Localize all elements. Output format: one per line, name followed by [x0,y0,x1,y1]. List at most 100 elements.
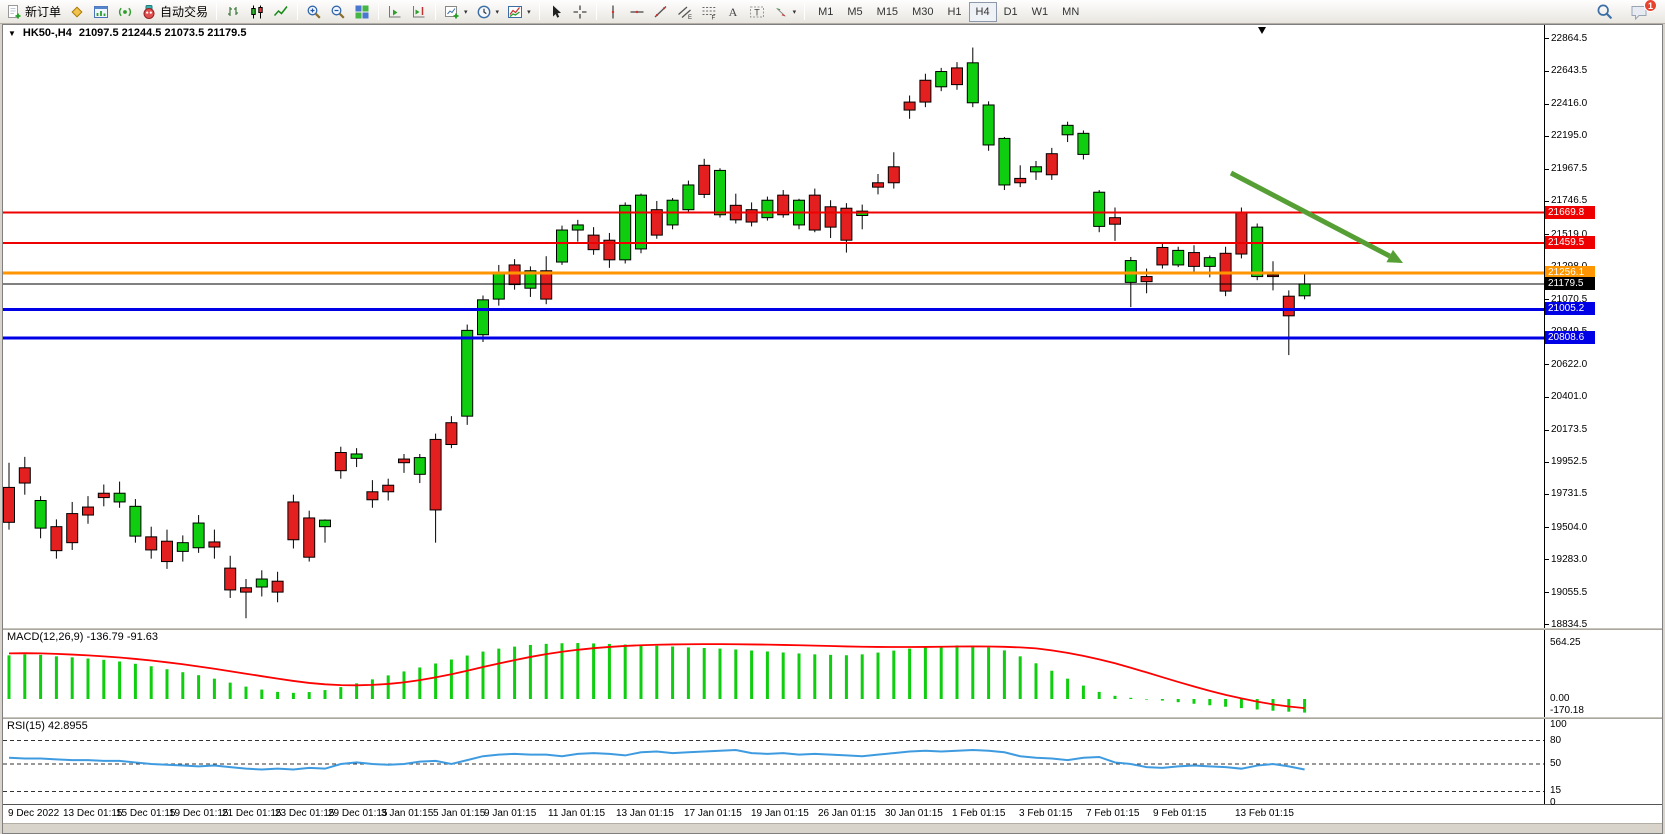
dropdown-arrow-icon[interactable]: ▾ [464,8,468,16]
line-chart-button[interactable] [269,1,293,22]
profiles-button[interactable]: ▾ [472,1,504,22]
timeframe-mn[interactable]: MN [1062,5,1080,18]
pane-splitter[interactable] [3,717,1662,719]
vertical-line-button[interactable] [601,1,625,22]
axis-tick [1545,429,1549,431]
metaeditor-button[interactable] [65,1,89,22]
macd-pane[interactable]: MACD(12,26,9) -136.79 -91.63 [3,630,1544,717]
timeframe-m15[interactable]: M15 [876,5,899,18]
trendline-icon [653,4,669,20]
text-button[interactable]: A [721,1,745,22]
fibonacci-button[interactable]: F [697,1,721,22]
axis-tick [1545,592,1549,594]
axis-tick [1545,364,1549,366]
rsi-label: RSI(15) 42.8955 [7,720,88,732]
vline-icon [605,4,621,20]
price-tick-label: 19952.5 [1551,456,1588,468]
price-line-label[interactable]: 21179.5 [1545,276,1595,290]
crosshair-button[interactable] [568,1,592,22]
chevron-down-icon[interactable]: ▼ [8,28,16,38]
timeframe-h1[interactable]: H1 [947,5,962,18]
trendline-button[interactable] [649,1,673,22]
axis-tick [1545,624,1549,626]
axis-tick [1545,38,1549,40]
zoom-in-button[interactable] [302,1,326,22]
autotrade-label: 自动交易 [160,5,209,19]
dropdown-arrow-icon[interactable]: ▾ [527,8,531,16]
price-tick-label: 20401.0 [1551,391,1588,403]
rsi-pane[interactable]: RSI(15) 42.8955 [3,719,1544,804]
timeframe-m5[interactable]: M5 [847,5,863,18]
autotrade-button[interactable]: 自动交易 [137,1,212,22]
bar-chart-icon [225,4,241,20]
arrows-button[interactable]: ▾ [769,1,801,22]
price-tick-label: 22864.5 [1551,32,1588,44]
timeframe-m1[interactable]: M1 [818,5,834,18]
chart-shift-button[interactable] [407,1,431,22]
dropdown-arrow-icon[interactable]: ▾ [495,8,500,16]
rsi-axis: 100 80 50 15 0 [1544,719,1662,808]
time-label: 9 Dec 2022 [8,808,60,819]
price-axis[interactable]: 22864.5 22643.5 22416.0 22195.0 21967.5 21746… [1544,25,1662,630]
autoscroll-icon [387,4,403,20]
timeframe-h4[interactable]: H4 [968,1,997,22]
toolbar-right: 1 [1592,0,1665,22]
chart-window: ▼ HK50-,H4 21097.5 21244.5 21073.5 21179… [2,24,1663,834]
equidistant-channel-button[interactable]: E [673,1,697,22]
main-pane-row: ▼ HK50-,H4 21097.5 21244.5 21073.5 21179… [3,25,1662,630]
robot-icon [141,4,157,20]
price-tick-label: 22416.0 [1551,98,1588,110]
toolbar-buttons: 新订单 自动交易 ▾ ▾ ▾ E F A T ▾ [2,1,809,22]
price-line-label[interactable]: 21669.8 [1545,205,1595,219]
candlestick-chart[interactable] [3,25,1544,628]
price-line-label[interactable]: 21459.5 [1545,236,1595,250]
time-label: 15 Dec 01:15 [116,808,176,819]
rsi-line [8,748,1305,771]
templates-button[interactable]: ▾ [503,1,535,22]
time-axis[interactable]: 9 Dec 2022 13 Dec 01:15 15 Dec 01:15 19 Dec… [3,805,1662,823]
candles [3,47,1311,619]
axis-tick [1545,234,1549,236]
notification-badge: 1 [1644,0,1657,12]
axis-tick [1545,527,1549,529]
toolbar-separator [216,3,218,20]
search-button[interactable] [1592,1,1618,22]
notifications-button[interactable]: 1 [1626,0,1657,22]
time-label: 30 Jan 01:15 [885,808,943,819]
price-tick-label: 19055.5 [1551,586,1588,598]
dropdown-arrow-icon[interactable]: ▾ [792,8,797,16]
timeframe-m30[interactable]: M30 [912,5,934,18]
new-chart-button[interactable]: ▾ [440,1,472,22]
axis-tick [1545,559,1549,561]
timeframe-w1[interactable]: W1 [1031,5,1049,18]
macd-tick-label: 564.25 [1550,637,1581,649]
cursor-button[interactable] [544,1,568,22]
autoscroll-button[interactable] [383,1,407,22]
timeframe-d1[interactable]: D1 [1003,5,1018,18]
price-tick-label: 22643.5 [1551,65,1588,77]
price-line-label[interactable]: 20808.6 [1545,330,1595,344]
svg-text:F: F [711,15,715,20]
price-tick-label: 19283.0 [1551,553,1588,565]
charts-window-button[interactable] [89,1,113,22]
pane-splitter[interactable] [3,628,1662,630]
candle-chart-button[interactable] [245,1,269,22]
macd-pane-row: MACD(12,26,9) -136.79 -91.63 564.25 0.00-… [3,630,1662,717]
axis-tick [1545,200,1549,202]
new-order-button[interactable]: 新订单 [2,1,65,22]
price-line-label[interactable]: 21256.1 [1545,265,1595,279]
axis-tick [1545,135,1549,137]
signals-button[interactable] [113,1,137,22]
cursor-icon [548,4,564,20]
text-label-button[interactable]: T [745,1,769,22]
label-icon: T [749,4,765,20]
price-line-label[interactable]: 21005.2 [1545,302,1595,316]
price-tick-label: 20173.5 [1551,424,1588,436]
zoom-out-button[interactable] [326,1,350,22]
time-label: 9 Jan 01:15 [484,808,537,819]
price-chart[interactable]: ▼ HK50-,H4 21097.5 21244.5 21073.5 21179… [3,25,1544,628]
new-chart-icon [444,4,460,20]
horizontal-line-button[interactable] [625,1,649,22]
tile-windows-button[interactable] [350,1,374,22]
bar-chart-button[interactable] [221,1,245,22]
